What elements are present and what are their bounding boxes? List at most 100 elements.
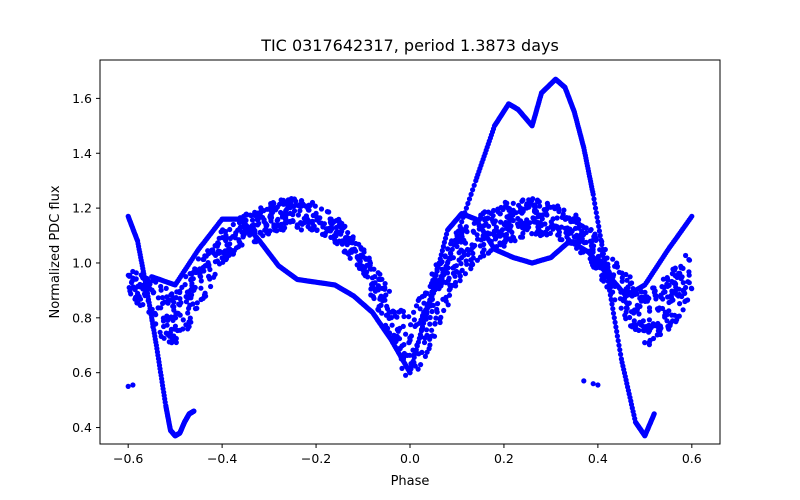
data-point bbox=[533, 210, 539, 216]
data-point bbox=[470, 228, 476, 234]
data-point bbox=[524, 202, 530, 208]
data-point bbox=[583, 239, 589, 245]
data-point bbox=[365, 274, 371, 280]
data-point bbox=[591, 196, 597, 202]
data-point bbox=[520, 197, 526, 203]
data-point bbox=[304, 216, 310, 222]
data-point bbox=[211, 274, 217, 280]
data-point bbox=[440, 243, 446, 250]
data-point bbox=[643, 323, 650, 330]
data-point bbox=[498, 204, 504, 211]
data-point bbox=[660, 296, 666, 302]
data-point bbox=[433, 272, 439, 278]
data-point bbox=[343, 235, 349, 241]
data-point bbox=[431, 280, 437, 287]
data-point bbox=[466, 196, 473, 202]
data-point bbox=[165, 317, 171, 323]
data-point bbox=[215, 240, 221, 246]
data-point bbox=[558, 224, 565, 230]
data-point bbox=[386, 315, 392, 321]
data-point bbox=[202, 290, 208, 296]
data-point bbox=[406, 314, 412, 320]
data-point bbox=[581, 378, 587, 384]
data-point bbox=[158, 305, 164, 311]
data-point bbox=[258, 208, 264, 214]
data-point bbox=[637, 303, 643, 309]
data-point bbox=[174, 310, 180, 316]
data-point bbox=[576, 217, 582, 223]
data-point bbox=[624, 286, 631, 292]
data-point bbox=[668, 294, 675, 300]
data-point bbox=[623, 271, 629, 278]
data-point bbox=[468, 191, 474, 197]
data-point bbox=[322, 230, 328, 236]
y-tick-label: 1.6 bbox=[72, 91, 92, 106]
data-point bbox=[219, 235, 225, 241]
data-point bbox=[430, 285, 436, 291]
data-point bbox=[135, 300, 141, 306]
data-point bbox=[192, 266, 199, 272]
data-point bbox=[431, 333, 438, 339]
data-point bbox=[200, 295, 206, 301]
data-point bbox=[564, 225, 571, 231]
data-point bbox=[411, 317, 417, 323]
data-point bbox=[664, 318, 670, 324]
data-point bbox=[400, 323, 406, 329]
data-point bbox=[421, 339, 428, 346]
data-point bbox=[594, 214, 600, 220]
data-point bbox=[462, 271, 468, 277]
data-point bbox=[332, 239, 338, 245]
data-point bbox=[230, 221, 236, 228]
data-point bbox=[429, 289, 435, 295]
data-point bbox=[463, 205, 469, 211]
data-point bbox=[554, 215, 560, 221]
data-point bbox=[427, 314, 433, 321]
data-point bbox=[171, 326, 178, 332]
data-point bbox=[470, 187, 476, 193]
data-point bbox=[396, 309, 402, 315]
data-point bbox=[427, 297, 433, 303]
data-point bbox=[125, 383, 131, 389]
data-point bbox=[518, 218, 524, 224]
data-point bbox=[623, 316, 629, 322]
data-point bbox=[424, 349, 430, 355]
data-point bbox=[463, 227, 469, 233]
data-point bbox=[264, 206, 270, 212]
data-point bbox=[445, 302, 451, 308]
data-point bbox=[468, 266, 474, 272]
data-point bbox=[675, 293, 682, 299]
data-point bbox=[412, 323, 418, 329]
data-point bbox=[314, 217, 320, 223]
data-point bbox=[360, 267, 366, 273]
data-point bbox=[652, 323, 659, 329]
data-point bbox=[173, 335, 179, 342]
data-point bbox=[683, 252, 689, 259]
data-point bbox=[550, 216, 556, 222]
data-point bbox=[595, 382, 601, 388]
data-point bbox=[236, 238, 242, 244]
data-point bbox=[371, 280, 377, 286]
data-point bbox=[421, 300, 427, 306]
y-tick-label: 1.4 bbox=[72, 146, 92, 161]
data-point bbox=[410, 358, 416, 364]
data-point bbox=[619, 275, 625, 281]
data-point bbox=[189, 292, 195, 298]
data-point bbox=[187, 315, 193, 321]
data-point bbox=[534, 197, 541, 203]
data-point bbox=[408, 322, 414, 328]
data-point bbox=[674, 317, 680, 323]
data-point bbox=[456, 257, 462, 263]
data-point bbox=[485, 209, 491, 215]
data-point bbox=[197, 266, 203, 272]
x-tick-label: 0.0 bbox=[400, 451, 420, 466]
data-point bbox=[186, 305, 192, 311]
data-point bbox=[598, 237, 604, 243]
data-point bbox=[518, 234, 524, 240]
data-point bbox=[182, 282, 188, 288]
data-point bbox=[560, 211, 566, 217]
data-point bbox=[433, 315, 439, 321]
data-point bbox=[590, 237, 596, 243]
data-point bbox=[125, 272, 131, 278]
data-point bbox=[455, 228, 462, 234]
